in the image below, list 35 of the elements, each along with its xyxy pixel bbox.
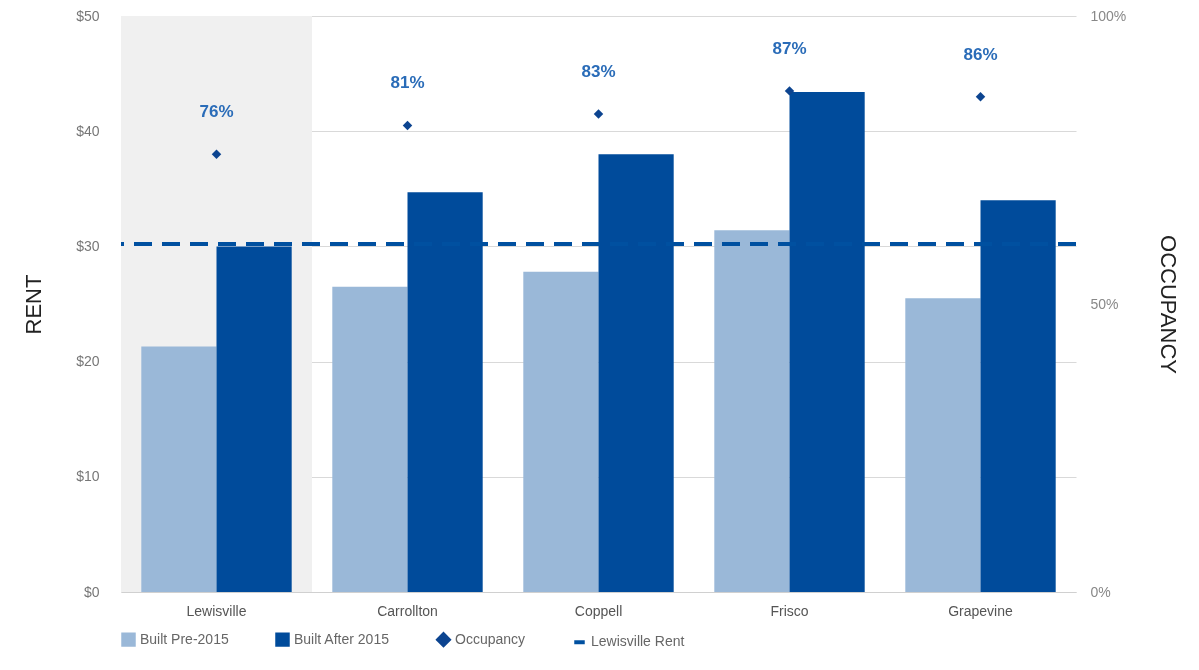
bar: [332, 286, 408, 592]
x-tick-label: Lewisville: [186, 602, 247, 619]
y-tick-label: $50: [76, 7, 100, 24]
point: [211, 149, 222, 159]
data-label: 81%: [390, 73, 425, 93]
point: [784, 86, 795, 96]
point: [593, 109, 604, 119]
data-label: 76%: [199, 102, 234, 122]
x-tick-label: Coppell: [574, 602, 623, 619]
bar: [905, 298, 981, 592]
data-label: 87%: [772, 38, 807, 58]
bar: [714, 230, 790, 592]
x-tick-label: Carrollton: [377, 602, 438, 619]
x-tick-label: Grapevine: [948, 602, 1014, 619]
y2-axis-title: OCCUPANCY: [1156, 235, 1182, 375]
y-axis-title: RENT: [21, 274, 47, 335]
legend-label: Lewisville Rent: [591, 633, 685, 650]
point: [402, 120, 413, 131]
bar: [141, 346, 217, 592]
y2-tick-label: 50%: [1090, 295, 1119, 312]
data-label: 86%: [963, 44, 998, 64]
y-tick-label: $10: [76, 468, 100, 485]
y-tick-label: $20: [76, 353, 100, 370]
y-tick-label: $0: [83, 583, 100, 600]
y-tick-label: $30: [76, 237, 100, 254]
y2-tick-label: 100%: [1090, 7, 1127, 24]
data-label: 83%: [581, 61, 616, 81]
legend-label: Occupancy: [455, 630, 526, 647]
y2-tick-label: 0%: [1090, 583, 1111, 600]
legend-label: Built After 2015: [294, 630, 390, 647]
x-tick-label: Frisco: [770, 602, 809, 619]
bar: [523, 271, 599, 592]
y-tick-label: $40: [76, 122, 100, 139]
legend-label: Built Pre-2015: [140, 630, 229, 647]
point: [975, 91, 986, 102]
